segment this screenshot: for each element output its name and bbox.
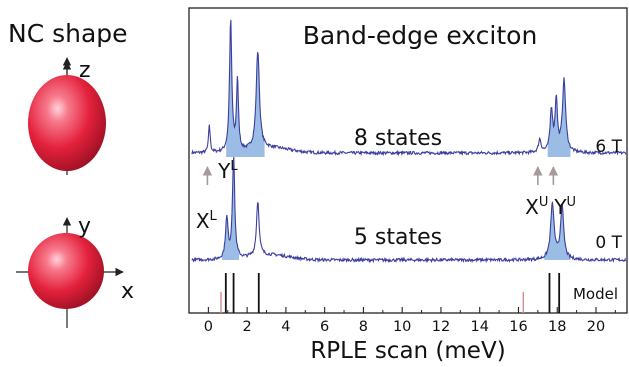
peak-label-xl: XL <box>196 209 218 233</box>
state-label-0t: 5 states <box>354 225 442 250</box>
spherical-nanocrystal-icon <box>28 233 104 309</box>
x-tick-label-4: 4 <box>281 319 290 335</box>
peak-fill-0-1 <box>547 77 571 157</box>
peak-label-yl: YL <box>217 159 238 183</box>
state-label-6t: 8 states <box>354 126 442 151</box>
peak-fill-1-1 <box>544 201 571 260</box>
x-tick-label-10: 10 <box>393 319 411 335</box>
arrow-layer <box>202 166 559 185</box>
chart-title: Band-edge exciton <box>303 21 538 50</box>
peak-label-yu: YU <box>553 195 576 219</box>
x-tick-label-12: 12 <box>432 319 450 335</box>
model-layer <box>220 273 561 313</box>
x-tick-label-6: 6 <box>320 319 329 335</box>
field-label-6t: 6 T <box>595 137 622 157</box>
x-tick-label-18: 18 <box>548 319 566 335</box>
x-axis: 0 2 4 6 8 10 12 14 16 18 20 <box>188 307 616 335</box>
x-tick-label-16: 16 <box>509 319 527 335</box>
plot-frame <box>188 7 628 314</box>
prolate-particle: z <box>28 57 106 175</box>
peak-fill-1-0 <box>222 157 239 260</box>
nc-shape-panel: NC shape z y x <box>8 19 134 328</box>
x-axis-label: x <box>121 279 134 304</box>
x-axis-title: RPLE scan (meV) <box>310 338 505 364</box>
x-tick-label-14: 14 <box>470 319 488 335</box>
x-tick-label-0: 0 <box>204 319 213 335</box>
y-axis-label: y <box>78 214 91 239</box>
x-tick-label-8: 8 <box>359 319 368 335</box>
series-layer <box>191 19 627 264</box>
spherical-particle: y x <box>16 214 134 328</box>
model-label: Model <box>573 285 618 303</box>
prolate-nanocrystal-icon <box>28 75 106 171</box>
nc-shape-title: NC shape <box>8 19 128 48</box>
spectrum-line-6t <box>191 19 627 157</box>
spectra-chart: Band-edge exciton XL YL XU YU 8 states 5 st… <box>188 7 628 364</box>
z-axis-label: z <box>79 58 91 83</box>
x-tick-label-2: 2 <box>243 319 252 335</box>
peak-label-layer: XL YL XU YU <box>196 159 576 233</box>
field-label-0t: 0 T <box>595 233 622 253</box>
peak-label-xu: XU <box>525 195 548 219</box>
spectrum-line-0t <box>191 157 627 264</box>
x-tick-label-20: 20 <box>587 319 605 335</box>
